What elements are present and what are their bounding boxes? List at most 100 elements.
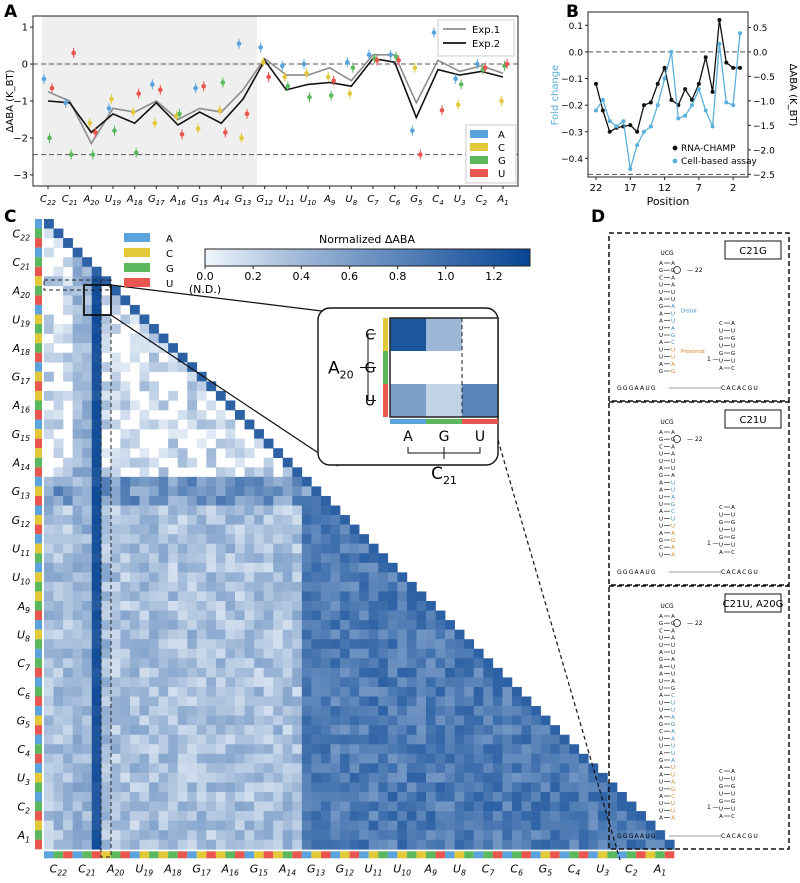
heatmap-cell bbox=[187, 763, 198, 774]
heatmap-cell bbox=[550, 820, 560, 831]
colorbar-tick-label: 1.2 bbox=[485, 270, 503, 283]
heatmap-cell bbox=[263, 515, 274, 525]
heatmap-cell bbox=[340, 772, 350, 783]
heatmap-cell bbox=[368, 801, 379, 812]
data-point-A bbox=[388, 52, 393, 58]
heatmap-cell bbox=[91, 304, 102, 315]
heatmap-cell bbox=[225, 763, 236, 774]
heatmap-cell bbox=[110, 715, 121, 726]
heatmap-cell bbox=[416, 610, 427, 621]
heatmap-cell bbox=[139, 706, 150, 716]
heatmap-cell bbox=[511, 734, 522, 745]
heatmap-cell bbox=[550, 811, 560, 821]
heatmap-cell bbox=[187, 505, 198, 516]
heatmap-cell bbox=[44, 706, 54, 716]
heatmap-cell bbox=[301, 543, 312, 554]
heatmap-cell bbox=[387, 591, 398, 602]
data-point-U bbox=[223, 130, 228, 135]
heatmap-cell bbox=[387, 696, 398, 707]
heatmap-cell bbox=[454, 830, 465, 841]
row-label: U19 bbox=[12, 313, 30, 328]
heatmap-cell bbox=[63, 658, 73, 669]
heatmap-cell bbox=[196, 696, 207, 707]
col-nt-bar-U bbox=[206, 851, 216, 859]
heatmap-cell bbox=[320, 524, 331, 535]
heatmap-cell bbox=[282, 744, 293, 755]
heatmap-cell bbox=[397, 658, 408, 669]
heatmap-cell bbox=[82, 696, 93, 707]
heatmap-cell bbox=[206, 696, 217, 707]
heatmap-cell bbox=[225, 448, 236, 459]
heatmap-cell bbox=[53, 725, 64, 735]
stem-nt: U bbox=[659, 780, 663, 786]
heatmap-cell bbox=[235, 572, 245, 583]
heatmap-cell bbox=[196, 495, 207, 506]
heatmap-cell bbox=[53, 782, 64, 793]
heatmap-cell bbox=[158, 801, 169, 812]
heatmap-cell bbox=[91, 696, 102, 707]
heatmap-cell bbox=[168, 610, 178, 621]
heatmap-cell bbox=[215, 572, 226, 583]
heatmap-cell bbox=[254, 553, 264, 564]
col-nt-bar-U bbox=[177, 851, 188, 859]
heatmap-cell bbox=[63, 629, 73, 640]
heatmap-cell bbox=[110, 304, 121, 315]
stem-nt: G bbox=[659, 621, 663, 627]
stem-nt: U bbox=[719, 513, 723, 519]
data-point-C bbox=[260, 59, 266, 65]
heatmap-cell bbox=[349, 706, 360, 716]
heatmap-cell bbox=[129, 753, 140, 764]
heatmap-cell bbox=[101, 706, 112, 716]
heatmap-cell bbox=[139, 763, 150, 774]
heatmap-cell bbox=[53, 534, 64, 544]
heatmap-cell bbox=[206, 476, 217, 487]
heatmap-cell bbox=[502, 763, 513, 774]
heatmap-cell bbox=[177, 448, 188, 459]
heatmap-cell bbox=[311, 706, 322, 716]
stem-nt: C bbox=[719, 505, 723, 511]
heatmap-cell bbox=[187, 495, 198, 506]
heatmap-cell bbox=[177, 706, 188, 716]
row-nt-bar-U bbox=[35, 610, 42, 621]
panel-letter-c: C bbox=[4, 207, 16, 227]
heatmap-cell bbox=[82, 686, 93, 697]
heatmap-cell bbox=[340, 534, 350, 544]
heatmap-cell bbox=[215, 658, 226, 669]
heatmap-cell bbox=[215, 390, 226, 401]
stem-nt: G bbox=[671, 686, 675, 692]
heatmap-cell bbox=[320, 543, 331, 554]
heatmap-cell bbox=[235, 562, 245, 573]
heatmap-cell bbox=[101, 572, 112, 583]
heatmap-cell bbox=[330, 696, 341, 707]
heatmap-cell bbox=[320, 696, 331, 707]
heatmap-cell bbox=[44, 390, 54, 401]
stem-nt: G bbox=[671, 437, 675, 443]
heatmap-cell bbox=[139, 543, 150, 554]
heatmap-cell bbox=[168, 352, 178, 363]
heatmap-cell bbox=[454, 667, 465, 678]
heatmap-cell bbox=[311, 686, 322, 697]
heatmap-cell bbox=[244, 505, 255, 516]
panel-a-ylabel: ΔABA (K_BT) bbox=[5, 69, 16, 132]
row-label: A1 bbox=[17, 829, 30, 844]
heatmap-cell bbox=[559, 801, 570, 812]
heatmap-cell bbox=[578, 839, 589, 850]
row-nt-bar-G bbox=[35, 257, 42, 267]
heatmap-cell bbox=[368, 820, 379, 831]
heatmap-cell bbox=[149, 591, 159, 602]
heatmap-cell bbox=[91, 543, 102, 554]
heatmap-cell bbox=[378, 677, 389, 688]
heatmap-cell bbox=[91, 505, 102, 516]
heatmap-cell bbox=[72, 429, 83, 439]
heatmap-cell bbox=[44, 696, 54, 707]
heatmap-cell bbox=[263, 801, 274, 812]
data-point-C bbox=[325, 74, 331, 80]
heatmap-cell bbox=[168, 811, 178, 821]
heatmap-cell bbox=[464, 801, 475, 812]
heatmap-cell bbox=[406, 830, 417, 841]
heatmap-cell bbox=[445, 677, 455, 688]
x-tick-label: U11 bbox=[278, 194, 294, 207]
stem-nt: A bbox=[671, 531, 675, 537]
heatmap-cell bbox=[149, 658, 159, 669]
heatmap-cell bbox=[158, 792, 169, 802]
